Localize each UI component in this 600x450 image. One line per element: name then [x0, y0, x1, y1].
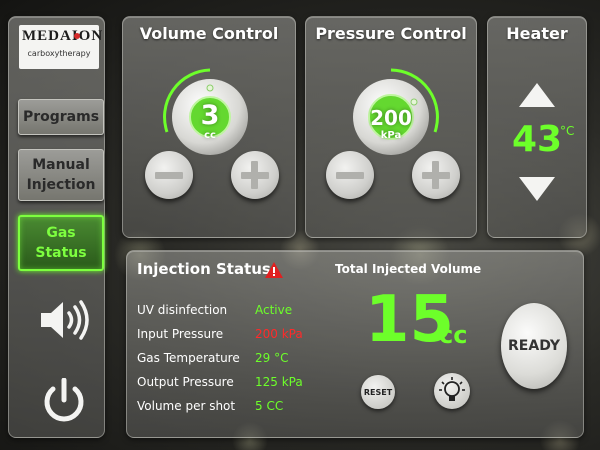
logo-dot [74, 33, 80, 39]
pressure-control-panel: Pressure Control 200 kPa [305, 16, 477, 238]
row-value: Active [255, 303, 293, 317]
minus-icon [155, 172, 183, 179]
ready-label: READY [508, 338, 560, 354]
manual-injection-label: Manual Injection [26, 157, 96, 193]
lightbulb-icon [439, 377, 465, 401]
gas-status-label: Gas Status [35, 225, 87, 261]
row-label: Gas Temperature [137, 351, 240, 365]
logo: MEDAION carboxytherapy [19, 25, 104, 69]
row-label: Output Pressure [137, 375, 234, 389]
row-label: UV disinfection [137, 303, 228, 317]
volume-control-title: Volume Control [139, 24, 279, 43]
programs-button[interactable]: Programs [18, 99, 104, 135]
sidebar: MEDAION carboxytherapy Programs Manual I… [8, 16, 105, 438]
total-injected-value: 15 [365, 283, 455, 357]
light-button[interactable] [434, 373, 470, 409]
injection-status-panel: Injection Status Total Injected Volume U… [126, 250, 584, 438]
manual-injection-button[interactable]: Manual Injection [18, 149, 104, 201]
power-icon[interactable] [42, 377, 86, 424]
logo-subtitle: carboxytherapy [27, 49, 91, 58]
injection-status-title: Injection Status [137, 260, 271, 278]
row-value: 5 CC [255, 399, 284, 413]
pressure-unit: kPa [380, 130, 402, 141]
volume-unit: cc [204, 130, 216, 141]
heater-value: 43 [512, 119, 563, 160]
pressure-plus-button[interactable] [412, 151, 460, 199]
programs-label: Programs [22, 109, 100, 125]
row-value: 200 kPa [255, 327, 303, 341]
minus-icon [336, 172, 364, 179]
volume-plus-button[interactable] [231, 151, 279, 199]
volume-dial[interactable]: 3 cc [155, 62, 265, 172]
pressure-dial[interactable]: 200 kPa [336, 62, 446, 172]
volume-minus-button[interactable] [145, 151, 193, 199]
pressure-minus-button[interactable] [326, 151, 374, 199]
row-value: 29 °C [255, 351, 289, 365]
row-value: 125 kPa [255, 375, 303, 389]
heater-unit: °C [560, 124, 575, 138]
row-label: Input Pressure [137, 327, 224, 341]
arrow-down-icon[interactable] [519, 177, 555, 201]
heater-title: Heater [506, 24, 568, 43]
arrow-up-icon[interactable] [519, 83, 555, 107]
reset-button[interactable]: RESET [361, 375, 395, 409]
row-label: Volume per shot [137, 399, 236, 413]
speaker-icon[interactable] [39, 299, 93, 341]
pressure-control-title: Pressure Control [315, 24, 467, 43]
logo-name: MEDAION [22, 28, 104, 44]
pressure-value: 200 [370, 106, 412, 130]
volume-value: 3 [200, 100, 220, 131]
total-injected-unit: cc [439, 321, 468, 349]
warning-icon [265, 262, 283, 278]
heater-panel: Heater 43 °C [487, 16, 587, 238]
total-injected-label: Total Injected Volume [335, 262, 482, 276]
gas-status-button[interactable]: Gas Status [18, 215, 104, 271]
volume-control-panel: Volume Control 3 cc [122, 16, 296, 238]
reset-label: RESET [363, 387, 393, 397]
ready-button[interactable]: READY [501, 303, 567, 389]
